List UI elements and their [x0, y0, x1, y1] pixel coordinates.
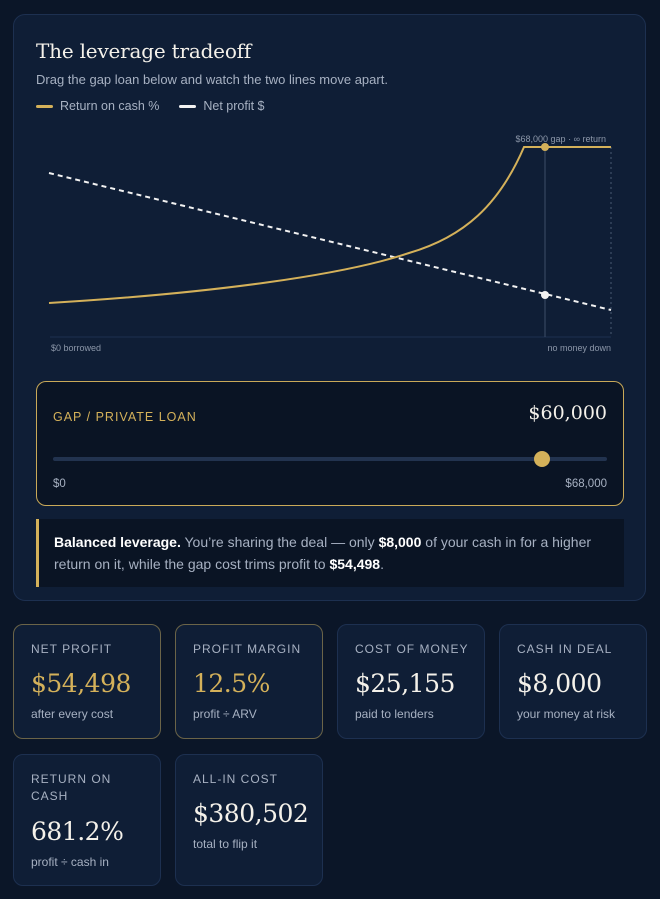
stat-profit-margin: Profit margin 12.5% profit ÷ ARV	[175, 624, 323, 739]
leverage-panel: The leverage tradeoff Drag the gap loan …	[13, 14, 646, 601]
stat-cost-of-money: Cost of money $25,155 paid to lenders	[337, 624, 485, 739]
callout-cash: $8,000	[378, 534, 422, 550]
stat-value: $8,000	[517, 669, 602, 698]
stat-label: Net profit	[31, 642, 113, 656]
stat-note: total to flip it	[193, 837, 258, 851]
panel-subtitle: Drag the gap loan below and watch the tw…	[36, 72, 388, 87]
panel-title: The leverage tradeoff	[36, 39, 252, 63]
stat-note: profit ÷ ARV	[193, 707, 257, 721]
leverage-callout: Balanced leverage. You’re sharing the de…	[36, 519, 624, 587]
callout-text-1: You’re sharing the deal — only	[180, 534, 379, 550]
leverage-chart: $68,000 gap · ∞ return	[48, 134, 612, 338]
stat-label: Cash in deal	[517, 642, 613, 656]
legend-net-profit: Net profit $	[179, 99, 265, 113]
slider-track[interactable]	[53, 451, 607, 467]
stat-note: paid to lenders	[355, 707, 434, 721]
slider-min-label: $0	[53, 478, 66, 490]
stat-value: 12.5%	[193, 669, 270, 698]
stat-value: $380,502	[193, 799, 309, 828]
axis-min-label: $0 borrowed	[51, 343, 102, 353]
stat-label: Profit margin	[193, 642, 302, 656]
stat-label: Cost of money	[355, 642, 469, 656]
profit-marker-dot	[541, 291, 549, 299]
slider-value: $60,000	[528, 402, 607, 424]
callout-end: .	[380, 556, 384, 572]
legend-label-return: Return on cash %	[60, 99, 160, 113]
slider-label: GAP / PRIVATE LOAN	[53, 410, 197, 424]
chart-legend: Return on cash % Net profit $	[36, 99, 265, 113]
callout-profit: $54,498	[329, 556, 381, 572]
slider-max-label: $68,000	[565, 478, 607, 490]
stat-all-in-cost: All-in cost $380,502 total to flip it	[175, 754, 323, 886]
callout-lead: Balanced leverage.	[54, 534, 181, 550]
stat-note: after every cost	[31, 707, 114, 721]
stat-net-profit: Net profit $54,498 after every cost	[13, 624, 161, 739]
net-profit-line	[48, 172, 612, 311]
axis-max-label: no money down	[547, 343, 611, 353]
return-on-cash-line	[48, 146, 611, 304]
marker-label: $68,000 gap · ∞ return	[516, 134, 606, 144]
legend-return-on-cash: Return on cash %	[36, 99, 159, 113]
legend-swatch-gold	[36, 104, 53, 108]
stat-value: $54,498	[31, 669, 131, 698]
stat-label: Return on cash	[31, 772, 112, 803]
stat-value: 681.2%	[31, 817, 124, 846]
legend-label-profit: Net profit $	[203, 99, 265, 113]
gap-loan-slider-panel: GAP / PRIVATE LOAN $60,000 $0 $68,000	[36, 381, 624, 506]
stat-note: your money at risk	[517, 707, 616, 721]
stat-label: All-in cost	[193, 772, 279, 786]
return-marker-dot	[541, 143, 549, 151]
slider-thumb[interactable]	[533, 451, 550, 467]
stat-cash-in-deal: Cash in deal $8,000 your money at risk	[499, 624, 647, 739]
callout-text-2: of your cash in for a higher return on i…	[54, 534, 592, 572]
legend-swatch-white	[179, 104, 197, 108]
stat-return-on-cash: Return on cash 681.2% profit ÷ cash in	[13, 754, 161, 886]
stat-value: $25,155	[355, 669, 455, 698]
stat-note: profit ÷ cash in	[31, 855, 109, 869]
